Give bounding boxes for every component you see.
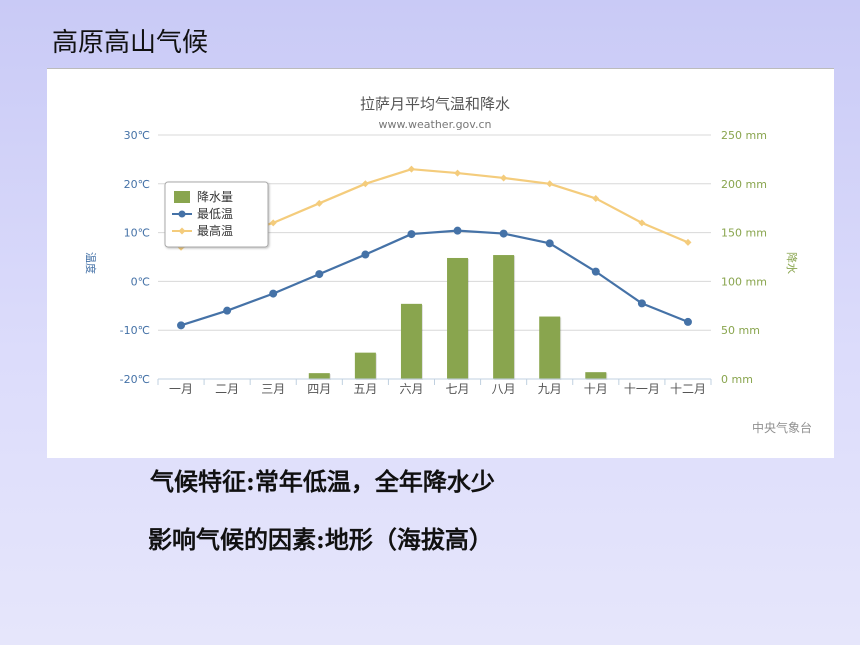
precip-bar	[539, 316, 561, 379]
temp-min-point	[269, 289, 278, 298]
precip-bar	[400, 303, 422, 379]
y-right-tick-label: 200 mm	[721, 178, 767, 191]
y-right-tick-label: 100 mm	[721, 275, 767, 288]
temp-line	[180, 229, 689, 327]
y-right-tick-label: 250 mm	[721, 129, 767, 142]
chart-title: 拉萨月平均气温和降水	[360, 95, 510, 113]
climate-chart: 拉萨月平均气温和降水 www.weather.gov.cn 30℃ 20℃ 10℃ 0…	[84, 95, 812, 435]
x-tick-label: 六月	[399, 382, 423, 396]
temp-min-point	[591, 267, 600, 276]
climate-factor-text: 影响气候的因素:地形（海拔高）	[148, 525, 493, 554]
temp-max-point	[638, 219, 646, 227]
x-tick-label: 九月	[538, 382, 562, 396]
y-left-tick-label: 30℃	[124, 129, 150, 142]
x-tick-label: 八月	[492, 382, 516, 396]
precip-bar	[447, 257, 469, 379]
chart-credit: 中央气象台	[752, 420, 812, 435]
temp-min-point	[637, 299, 646, 308]
temp-min-point	[177, 321, 186, 330]
legend-label: 最高温	[197, 223, 233, 238]
legend-label: 最低温	[197, 207, 233, 221]
temp-min-point	[407, 230, 416, 239]
precip-bar	[354, 352, 376, 379]
temp-min-point	[315, 270, 324, 279]
x-tick-label: 三月	[261, 382, 285, 396]
x-tick-label: 十月	[584, 382, 608, 396]
temp-min-point	[361, 250, 370, 259]
y-left-tick-label: -20℃	[120, 373, 150, 386]
temp-min-point	[545, 239, 554, 248]
temp-max-point	[684, 238, 692, 246]
temp-min-point	[499, 229, 508, 238]
temp-max-point	[407, 165, 415, 173]
y-left-tick-label: 20℃	[124, 178, 150, 191]
temp-max-point	[454, 169, 462, 177]
x-tick-label: 一月	[169, 382, 193, 396]
precip-bar	[308, 373, 330, 379]
temp-max-point	[592, 194, 600, 202]
legend-label: 降水量	[197, 190, 233, 204]
slide-title: 高原高山气候	[52, 28, 209, 58]
legend-marker	[178, 227, 186, 235]
precip-bar	[585, 372, 607, 379]
x-tick-label: 二月	[215, 382, 239, 396]
chart-panel: 拉萨月平均气温和降水 www.weather.gov.cn 30℃ 20℃ 10℃ 0…	[47, 68, 834, 458]
y-left-tick-label: 0℃	[131, 275, 150, 288]
climate-feature-text: 气候特征:常年低温，全年降水少	[150, 467, 495, 496]
y-left-tick-label: 10℃	[124, 227, 150, 240]
temp-min-point	[453, 226, 462, 235]
temp-max-point	[269, 219, 277, 227]
y-left-label: 温度	[84, 252, 98, 274]
y-right-tick-label: 0 mm	[721, 373, 753, 386]
x-tick-label: 十一月	[624, 382, 660, 396]
temp-max-point	[315, 199, 323, 207]
x-tick-label: 十二月	[670, 382, 706, 396]
chart-subtitle: www.weather.gov.cn	[379, 118, 492, 131]
y-left-tick-label: -10℃	[120, 324, 150, 337]
temp-min-point	[683, 317, 692, 326]
y-right-tick-label: 150 mm	[721, 227, 767, 240]
y-right-label: 降水	[785, 252, 799, 274]
precip-bar	[493, 255, 515, 379]
temp-max-point	[546, 180, 554, 188]
x-tick-label: 四月	[307, 382, 331, 396]
x-tick-label: 五月	[353, 382, 377, 396]
x-tick-label: 七月	[446, 382, 470, 396]
temp-min-point	[223, 306, 232, 315]
temp-max-point	[500, 174, 508, 182]
y-right-tick-label: 50 mm	[721, 324, 760, 337]
legend-marker	[178, 210, 186, 218]
legend-bar-swatch	[174, 191, 190, 203]
temp-max-point	[361, 180, 369, 188]
